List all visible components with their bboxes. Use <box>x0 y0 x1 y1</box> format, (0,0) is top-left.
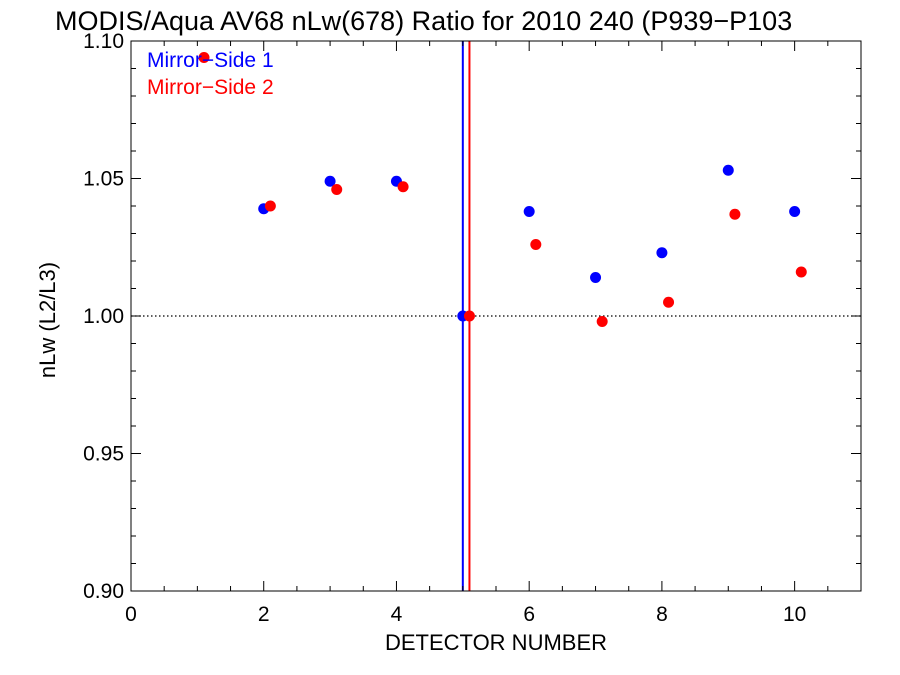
mirror-side-2-point <box>463 310 475 322</box>
mirror-side-2-point <box>729 208 741 220</box>
mirror-side-1-point <box>523 206 535 217</box>
mirror-side-2-point <box>198 52 210 63</box>
mirror-side-2-point <box>331 184 343 195</box>
mirror-side-1-point <box>324 175 336 187</box>
chart-title: MODIS/Aqua AV68 nLw(678) Ratio for 2010 … <box>55 6 792 36</box>
y-tick-label: 1.05 <box>83 168 124 191</box>
mirror-side-1-point <box>722 164 734 176</box>
axes: 0 2 4 6 8 10 0.90 0.95 1.00 1.05 1.10 <box>83 30 862 626</box>
x-tick-label: 4 <box>391 603 403 626</box>
x-tick-label: 8 <box>656 603 668 626</box>
y-tick-label: 1.10 <box>83 30 124 53</box>
mirror-side-1-point <box>656 247 668 259</box>
legend-entry-mirror-side-1: Mirror−Side 1 <box>147 49 274 72</box>
mirror-side-2-point <box>663 296 675 308</box>
x-tick-label: 2 <box>258 603 270 626</box>
legend: Mirror−Side 1 Mirror−Side 2 <box>147 49 274 99</box>
mirror-side-1-point <box>590 272 602 283</box>
mirror-side-2-point <box>530 239 542 250</box>
mirror-side-2-point <box>264 200 276 212</box>
legend-entry-mirror-side-2: Mirror−Side 2 <box>147 76 274 99</box>
y-tick-label: 1.00 <box>83 305 124 328</box>
x-tick-label: 6 <box>523 603 535 626</box>
mirror-side-2-point <box>596 316 608 327</box>
x-axis-label: DETECTOR NUMBER <box>385 630 607 655</box>
y-axis-label: nLw (L2/L3) <box>35 262 60 378</box>
y-tick-label: 0.90 <box>83 580 124 603</box>
mirror-side-2-point <box>795 266 807 278</box>
data-points <box>198 52 807 327</box>
mirror-side-2-point <box>397 181 409 193</box>
y-tick-label: 0.95 <box>83 443 124 466</box>
x-tick-label: 0 <box>125 603 137 626</box>
x-tick-label: 10 <box>783 603 806 626</box>
mirror-side-1-point <box>789 206 801 217</box>
